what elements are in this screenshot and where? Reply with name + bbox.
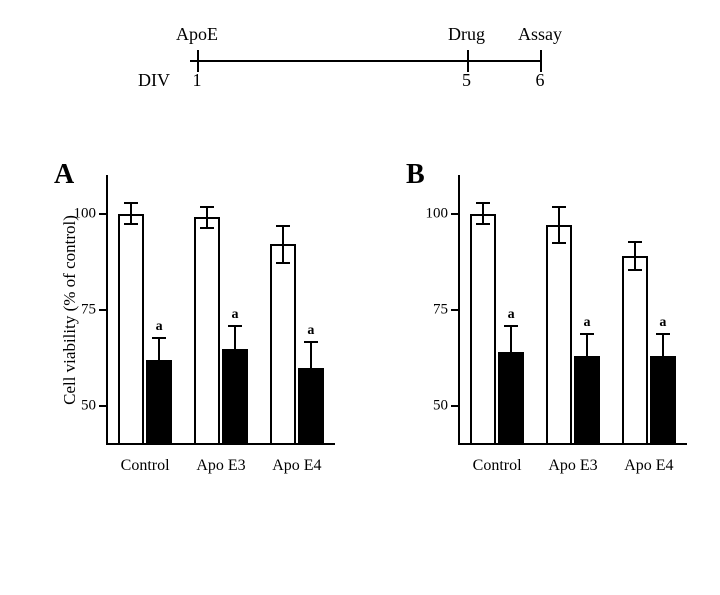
y-tick-label: 100 — [74, 205, 97, 222]
panel-b-plot: 5075100ControlApo E3Apo E4aaa — [458, 175, 688, 445]
y-axis-label: Cell viability (% of control) — [60, 215, 80, 405]
panel-b: B 50 75 100 Control Apo E3 Apo E4 a a a — [400, 155, 700, 495]
error-bar — [282, 225, 284, 264]
timeline-top-labels: ApoEDrugAssay — [190, 18, 540, 40]
timeline-top-label: Assay — [518, 24, 562, 45]
panel-a: A Cell viability (% of control) 5075100C… — [48, 155, 348, 495]
error-cap — [152, 337, 166, 339]
timeline-bot-label: 5 — [462, 70, 471, 91]
error-cap — [552, 242, 566, 244]
error-cap — [552, 206, 566, 208]
error-bar — [234, 325, 236, 371]
white-bar — [270, 244, 296, 445]
white-bar — [194, 217, 220, 445]
timeline-bot-label: 6 — [536, 70, 545, 91]
error-cap — [580, 377, 594, 379]
error-bar — [586, 333, 588, 379]
error-cap — [476, 202, 490, 204]
panel-a-letter: A — [54, 159, 74, 191]
panel-b-letter: B — [406, 159, 425, 191]
significance-marker: a — [508, 307, 515, 323]
error-cap — [580, 333, 594, 335]
timeline-tick — [540, 50, 542, 72]
error-cap — [124, 202, 138, 204]
error-bar — [482, 202, 484, 225]
timeline-tick — [467, 50, 469, 72]
timeline-axis-label: DIV — [138, 70, 170, 91]
error-cap — [276, 262, 290, 264]
error-cap — [628, 241, 642, 243]
error-cap — [504, 325, 518, 327]
white-bar — [546, 225, 572, 445]
y-tick — [99, 309, 106, 311]
y-axis — [106, 175, 108, 445]
timeline-bot-label: 1 — [193, 70, 202, 91]
category-label: Control — [121, 457, 170, 475]
timeline-bot-labels: 156 — [190, 70, 540, 92]
error-cap — [200, 206, 214, 208]
significance-marker: a — [232, 307, 239, 323]
y-tick — [451, 213, 458, 215]
error-cap — [656, 377, 670, 379]
error-cap — [228, 325, 242, 327]
error-bar — [158, 337, 160, 383]
error-bar — [558, 206, 560, 245]
category-label: Apo E3 — [548, 457, 597, 475]
y-tick-label: 50 — [81, 398, 96, 415]
error-bar — [310, 341, 312, 395]
y-tick-label: 75 — [433, 302, 448, 319]
y-tick-label: 100 — [426, 205, 449, 222]
error-cap — [124, 223, 138, 225]
y-tick — [99, 213, 106, 215]
significance-marker: a — [659, 315, 666, 331]
timeline-top-label: ApoE — [176, 24, 218, 45]
y-tick-label: 50 — [433, 398, 448, 415]
y-tick — [99, 405, 106, 407]
y-tick — [451, 405, 458, 407]
white-bar — [470, 214, 496, 445]
error-bar — [662, 333, 664, 379]
error-bar — [206, 206, 208, 229]
timeline-top-label: Drug — [448, 24, 485, 45]
white-bar — [622, 256, 648, 445]
error-cap — [276, 225, 290, 227]
error-cap — [476, 223, 490, 225]
error-cap — [304, 393, 318, 395]
error-cap — [504, 377, 518, 379]
category-label: Apo E4 — [272, 457, 321, 475]
category-label: Apo E4 — [624, 457, 673, 475]
error-cap — [656, 333, 670, 335]
error-cap — [200, 227, 214, 229]
error-cap — [228, 370, 242, 372]
error-cap — [628, 269, 642, 271]
timeline-axis — [190, 60, 540, 62]
panel-a-plot: Cell viability (% of control) 5075100Con… — [106, 175, 336, 445]
y-tick-label: 75 — [81, 302, 96, 319]
y-axis — [458, 175, 460, 445]
error-cap — [152, 381, 166, 383]
category-label: Control — [473, 457, 522, 475]
significance-marker: a — [307, 323, 314, 339]
white-bar — [118, 214, 144, 445]
error-bar — [634, 241, 636, 272]
error-bar — [510, 325, 512, 379]
significance-marker: a — [584, 315, 591, 331]
y-tick — [451, 309, 458, 311]
significance-marker: a — [156, 319, 163, 335]
timeline-tick — [197, 50, 199, 72]
error-cap — [304, 341, 318, 343]
category-label: Apo E3 — [196, 457, 245, 475]
error-bar — [130, 202, 132, 225]
